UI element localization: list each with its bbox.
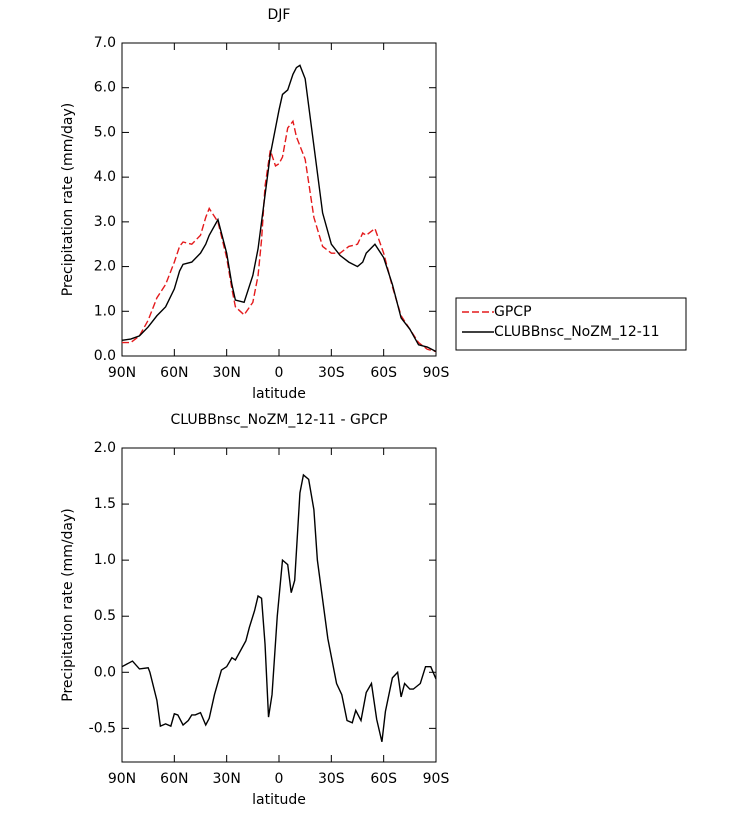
y-tick-label: 0.0 (94, 664, 116, 680)
x-axis-label: latitude (252, 386, 306, 402)
x-axis-label: latitude (252, 792, 306, 808)
y-tick-label: 1.5 (94, 496, 116, 512)
legend-box (455, 297, 687, 351)
y-axis-label: Precipitation rate (mm/day) (60, 103, 76, 297)
plot-frame (121, 42, 437, 357)
y-tick-label: 6.0 (94, 80, 116, 96)
x-tick-label: 60S (370, 771, 397, 787)
x-tick-label: 90N (108, 771, 136, 787)
data-line (121, 473, 437, 742)
y-axis-label: Precipitation rate (mm/day) (60, 508, 76, 702)
x-tick-label: 30S (318, 365, 345, 381)
chart-title: DJF (268, 7, 291, 23)
x-tick-label: 60N (160, 771, 188, 787)
x-tick-label: 90S (423, 771, 450, 787)
x-tick-label: 90N (108, 365, 136, 381)
y-tick-label: 4.0 (94, 169, 116, 185)
x-tick-label: 60S (370, 365, 397, 381)
legend-label: CLUBBnsc_NoZM_12-11 (494, 324, 660, 340)
data-line (122, 119, 437, 353)
y-tick-label: 2.0 (94, 440, 116, 456)
y-tick-label: 2.0 (94, 259, 116, 275)
y-tick-label: 3.0 (94, 214, 116, 230)
y-tick-label: 1.0 (94, 303, 116, 319)
y-tick-label: -0.5 (89, 720, 116, 736)
y-tick-label: 0.0 (94, 348, 116, 364)
y-tick-label: 1.0 (94, 552, 116, 568)
y-tick-label: 7.0 (94, 35, 116, 51)
x-tick-label: 90S (423, 365, 450, 381)
x-tick-label: 30N (213, 365, 241, 381)
x-tick-label: 0 (275, 771, 284, 787)
chart-title: CLUBBnsc_NoZM_12-11 - GPCP (170, 412, 387, 428)
x-tick-label: 0 (275, 365, 284, 381)
y-tick-label: 0.5 (94, 608, 116, 624)
data-line (121, 64, 437, 353)
x-tick-label: 30N (213, 771, 241, 787)
legend-label: GPCP (494, 304, 532, 320)
y-tick-label: 5.0 (94, 124, 116, 140)
x-tick-label: 30S (318, 771, 345, 787)
x-tick-label: 60N (160, 365, 188, 381)
